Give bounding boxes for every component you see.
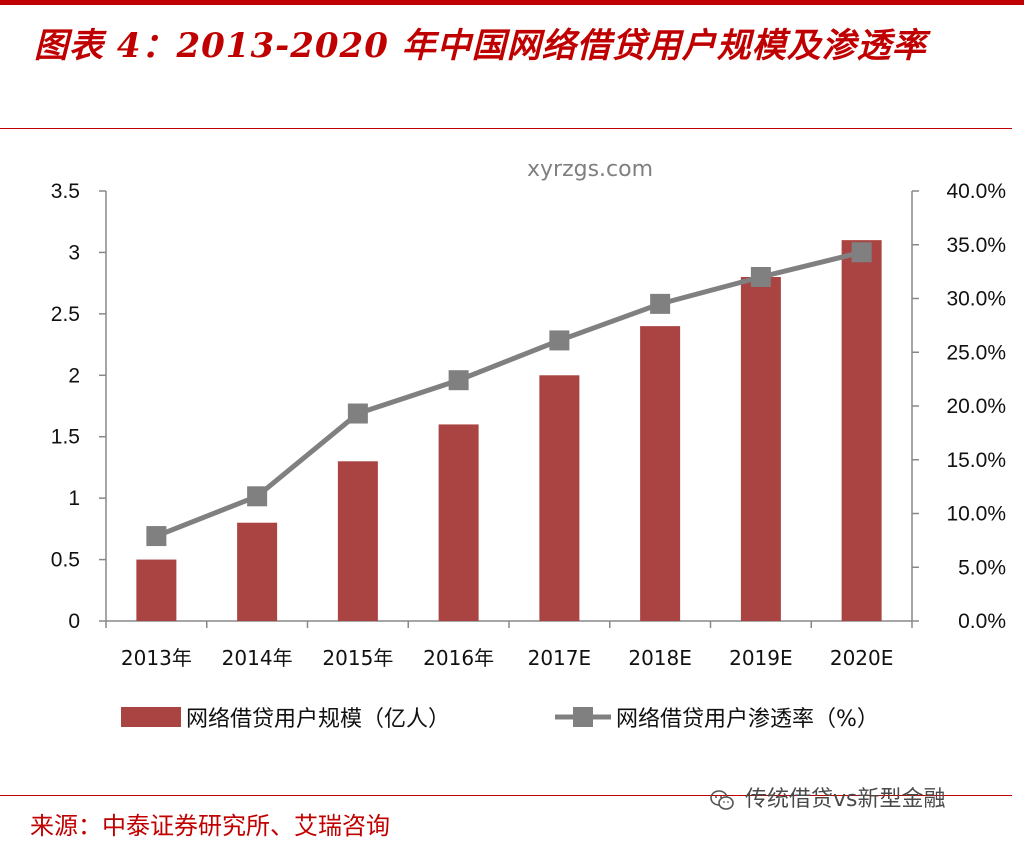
bar [841,240,882,621]
bar [136,559,177,621]
chart: 0 0.5 1 1.5 2 2.5 3 3.5 0.0% 5.0% 10.0% 15.0% 20.0%… [51,180,1006,732]
right-tick-label: 5.0% [958,556,1006,579]
legend: 网络借贷用户规模（亿人） 网络借贷用户渗透率（%） [121,707,879,732]
site-watermark: xyrzgs.com [527,157,654,182]
x-tick-label: 2018E [628,646,692,670]
line-marker [750,267,771,287]
x-tick-label: 2016年 [423,646,494,670]
x-axis: 2013年 2014年 2015年 2016年 2017E 2018E 2019E 2020E [105,620,913,670]
right-tick-label: 40.0% [946,180,1006,203]
legend-swatch-marker [573,707,593,727]
line-marker [549,330,570,351]
right-tick-label: 20.0% [946,395,1006,418]
legend-label-bar: 网络借贷用户规模（亿人） [186,707,450,732]
right-tick-label: 35.0% [946,234,1006,257]
right-tick-label: 10.0% [946,503,1006,526]
x-tick-label: 2020E [830,646,894,670]
left-tick-label: 2 [68,364,80,387]
line-series [146,242,872,547]
line-marker [347,403,368,424]
x-tick-label: 2013年 [121,646,192,670]
title-divider [0,128,1012,129]
left-tick-label: 3 [68,241,80,264]
bar [539,375,580,621]
line-marker [146,526,167,547]
bar [438,424,479,621]
bar-series [136,240,882,621]
left-axis: 0 0.5 1 1.5 2 2.5 3 3.5 [51,180,107,633]
left-tick-label: 3.5 [51,180,80,203]
right-tick-label: 15.0% [946,449,1006,472]
bar [237,522,278,621]
wechat-icon [710,790,734,810]
x-tick-label: 2019E [729,646,793,670]
source-note: 来源：中泰证券研究所、艾瑞咨询 [30,812,390,840]
line-marker [448,370,469,391]
footer-divider [0,795,1012,796]
legend-label-line: 网络借贷用户渗透率（%） [616,707,879,732]
watermark-text: 传统借贷vs新型金融 [745,787,946,812]
line-marker [247,486,268,507]
top-rule [0,0,1024,5]
left-tick-label: 1 [68,487,80,510]
line-path [155,249,863,539]
left-tick-label: 2.5 [51,303,80,326]
right-axis: 0.0% 5.0% 10.0% 15.0% 20.0% 25.0% 30.0% 35.0% 40… [911,180,1006,633]
chart-title: 图表 4：2013-2020 年中国网络借贷用户规模及渗透率 [34,26,927,66]
bar [337,461,378,621]
line-marker [851,242,872,263]
x-tick-label: 2017E [528,646,592,670]
x-tick-label: 2015年 [322,646,393,670]
legend-swatch-bar [121,707,181,727]
right-tick-label: 0.0% [958,610,1006,633]
bar [740,277,781,621]
right-tick-label: 30.0% [946,288,1006,311]
wechat-watermark: 传统借贷vs新型金融 [710,781,945,813]
left-tick-label: 0 [68,610,80,633]
left-tick-label: 1.5 [51,426,80,449]
right-tick-label: 25.0% [946,341,1006,364]
left-tick-label: 0.5 [51,549,80,572]
bar [640,326,681,621]
x-tick-label: 2014年 [222,646,293,670]
line-marker [650,293,671,314]
